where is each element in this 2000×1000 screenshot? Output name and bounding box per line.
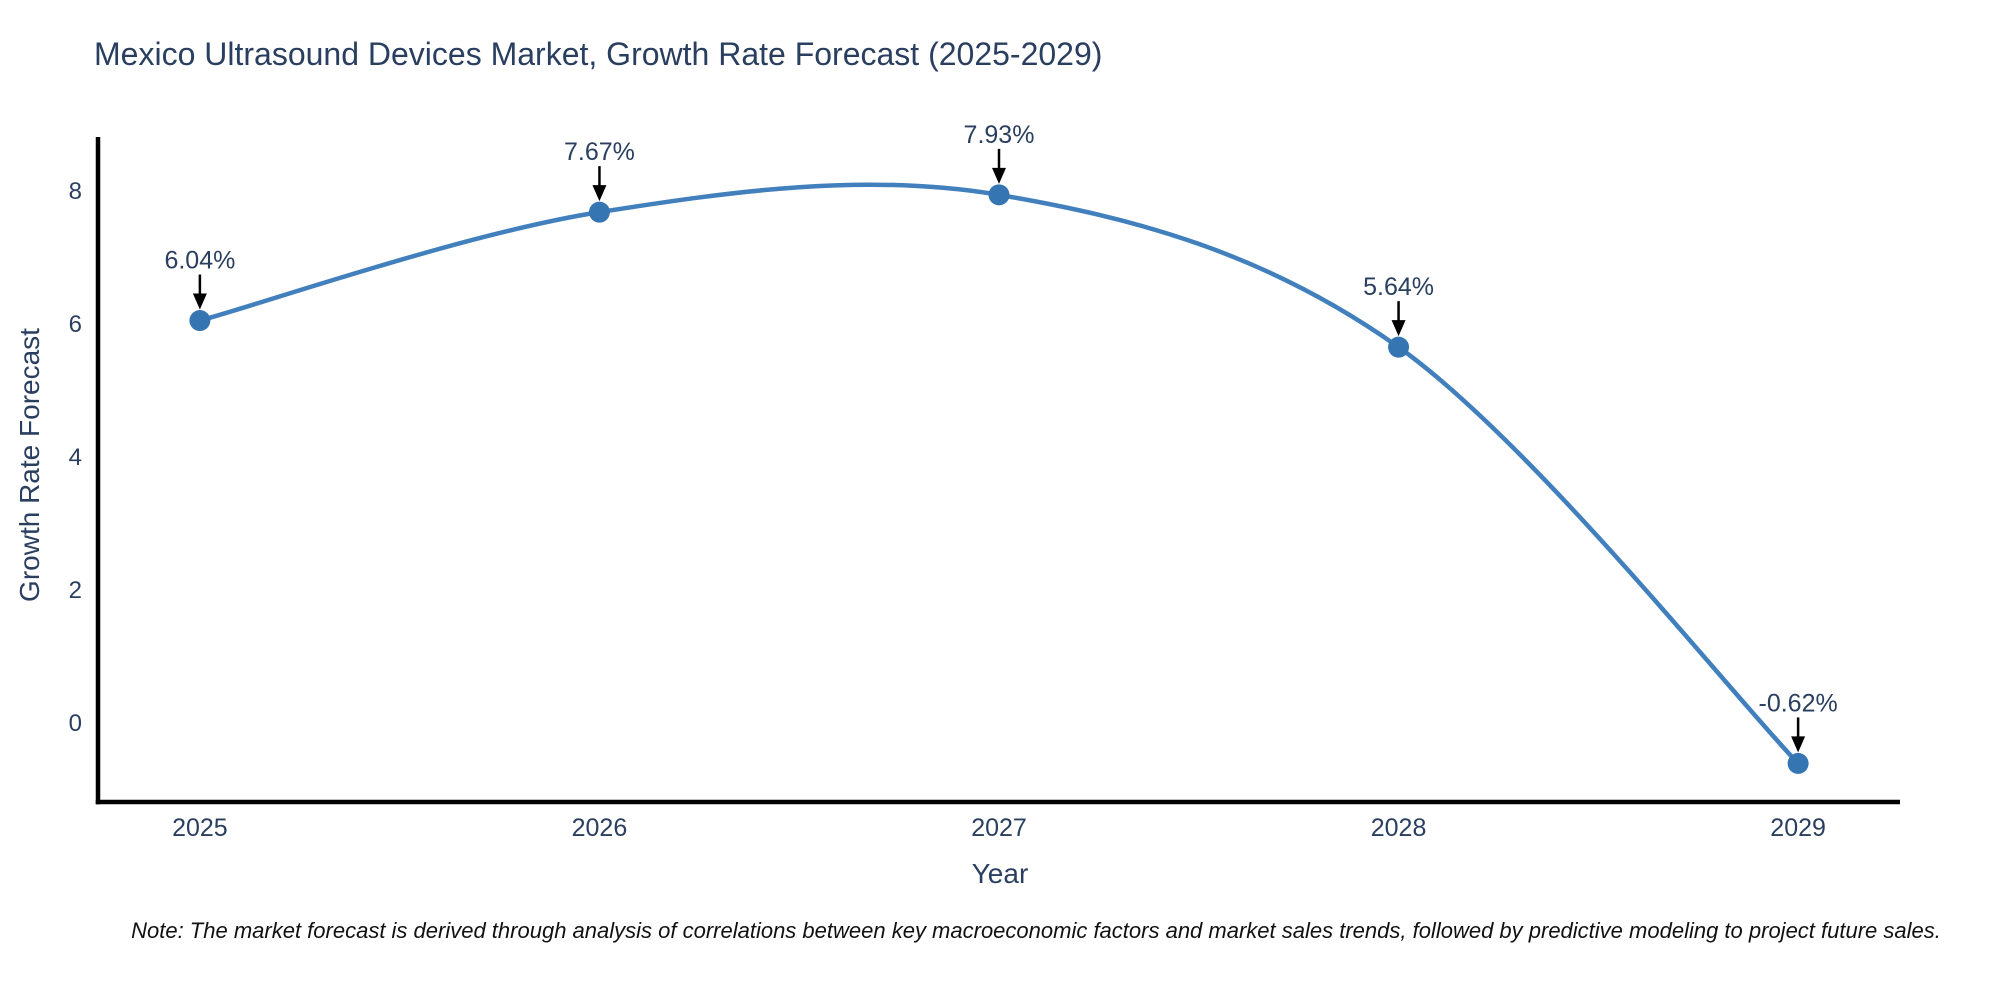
x-tick-label: 2025 <box>172 814 228 842</box>
y-tick-label: 4 <box>69 444 82 471</box>
point-annotation-label: 6.04% <box>164 247 235 275</box>
data-point-2026 <box>588 201 610 223</box>
point-annotation-label: 5.64% <box>1363 273 1434 301</box>
point-annotation-label: 7.67% <box>564 138 635 166</box>
y-tick-label: 8 <box>69 178 82 205</box>
annotation-arrow-head <box>1391 320 1406 337</box>
data-point-2027 <box>988 184 1010 206</box>
x-tick-label: 2026 <box>572 814 628 842</box>
y-axis-title: Growth Rate Forecast <box>14 328 45 602</box>
annotation-arrow-head <box>1791 736 1806 753</box>
point-annotation-label: -0.62% <box>1759 689 1838 717</box>
y-tick-label: 6 <box>69 311 82 338</box>
x-tick-label: 2028 <box>1371 814 1427 842</box>
footnote: Note: The market forecast is derived thr… <box>131 918 1941 943</box>
trend-line <box>197 182 1801 766</box>
y-tick-label: 0 <box>69 710 82 737</box>
x-axis-title: Year <box>971 858 1029 889</box>
x-tick-label: 2027 <box>971 814 1027 842</box>
data-point-2029 <box>1787 752 1809 774</box>
chart-title: Mexico Ultrasound Devices Market, Growth… <box>94 36 1103 72</box>
point-annotation-label: 7.93% <box>964 121 1035 149</box>
annotation-arrow-head <box>592 185 607 202</box>
annotation-arrow-head <box>992 167 1006 184</box>
y-tick-label: 2 <box>69 577 82 604</box>
x-tick-label: 2029 <box>1770 814 1826 842</box>
data-point-2025 <box>189 310 211 332</box>
data-point-2028 <box>1388 336 1410 358</box>
annotation-arrow-head <box>192 293 207 310</box>
